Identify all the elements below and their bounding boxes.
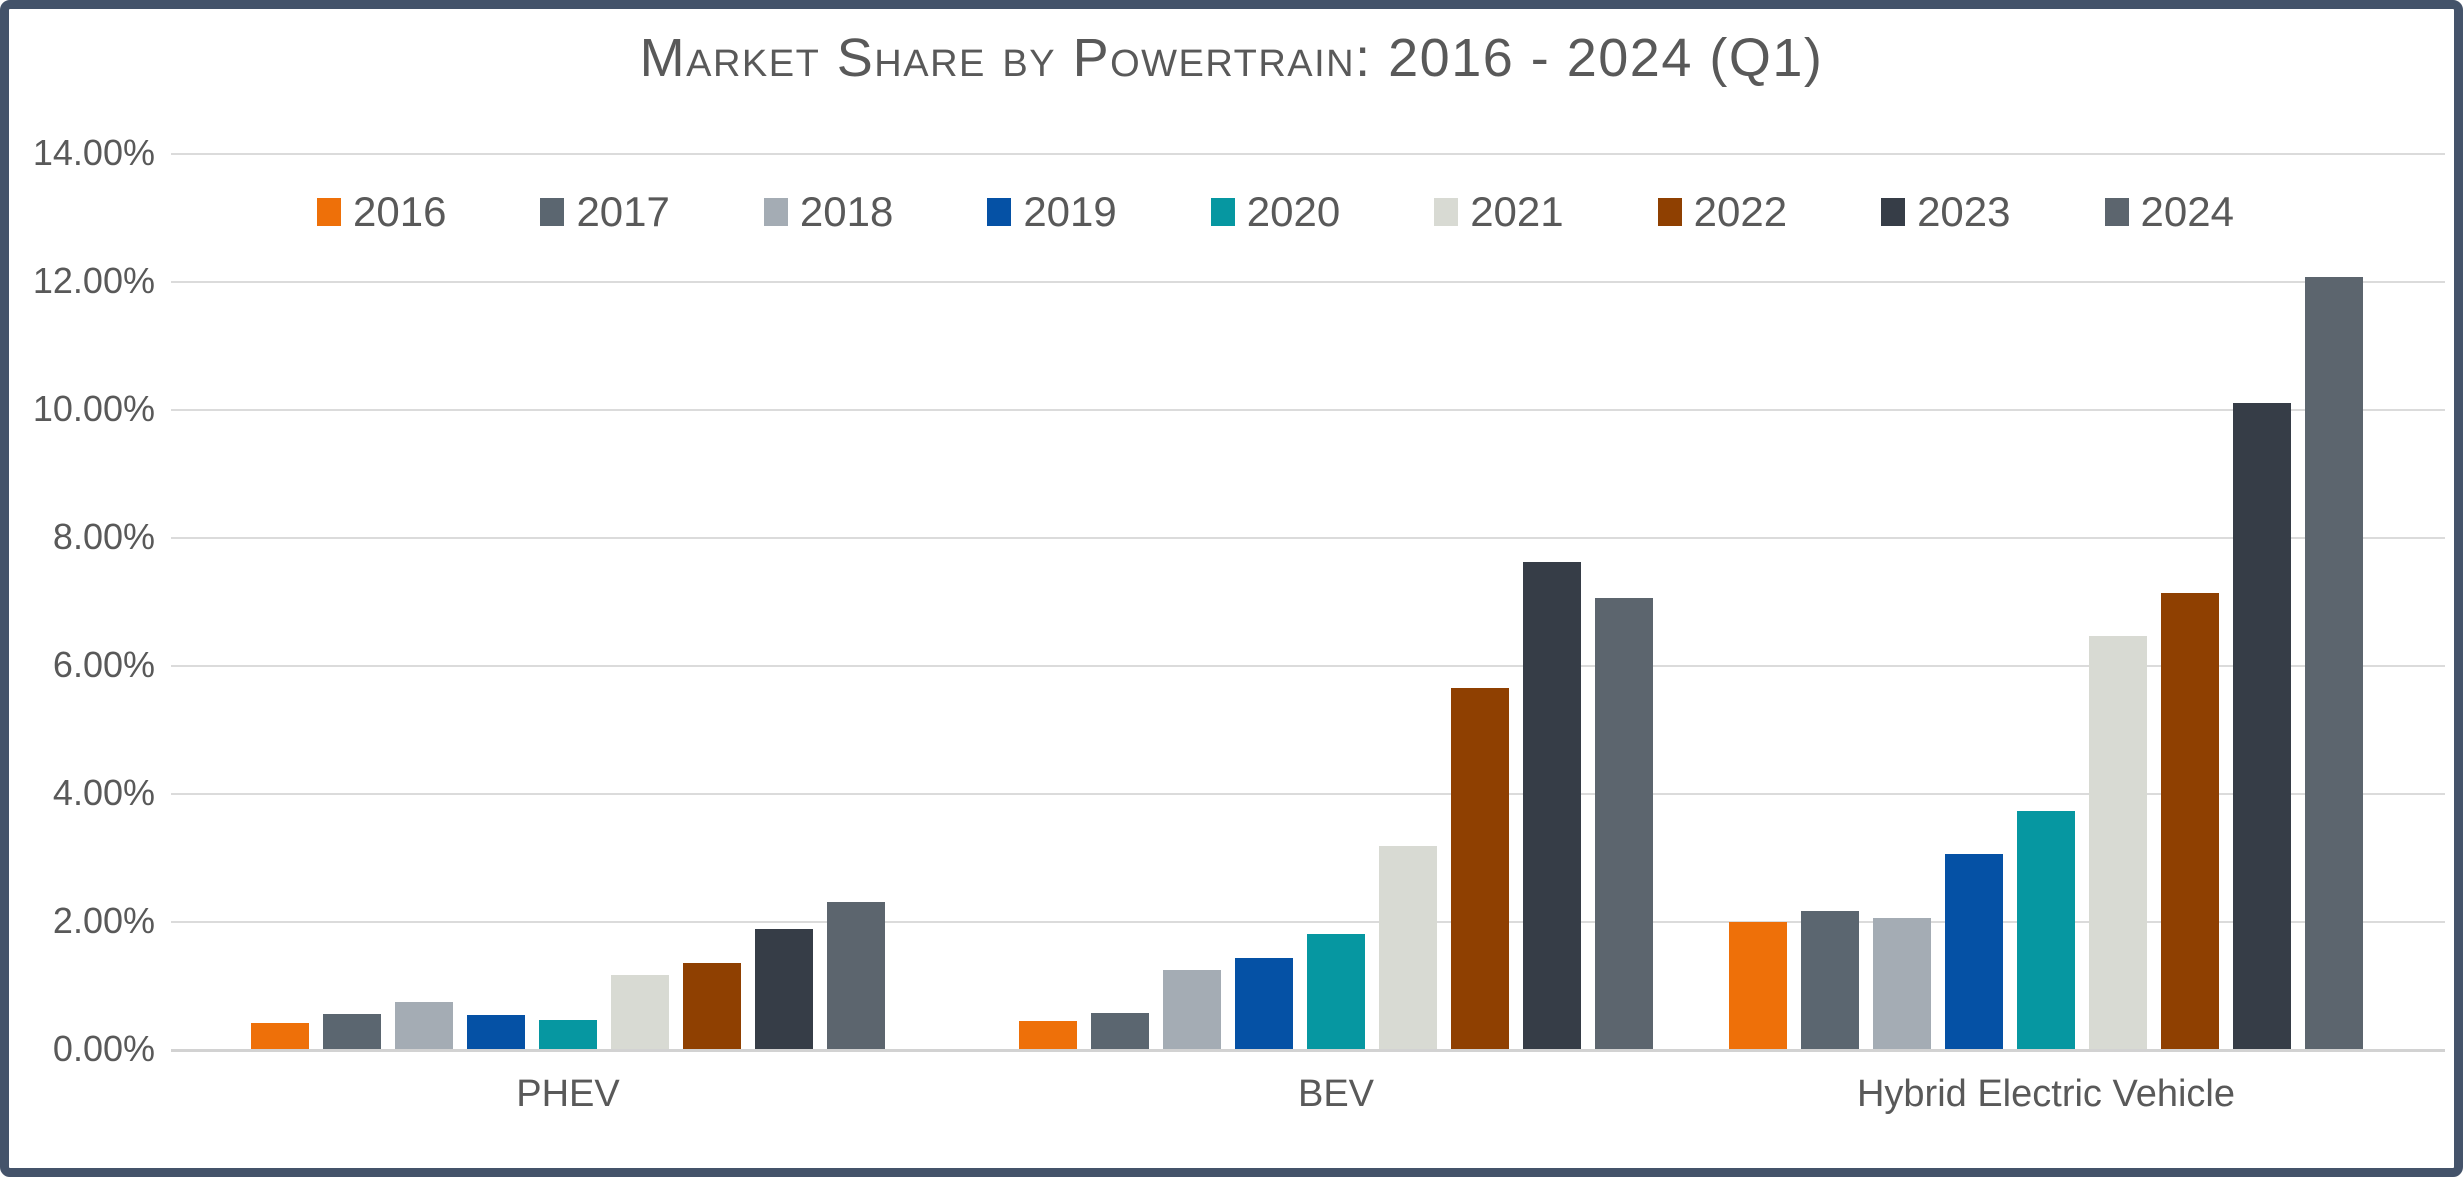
legend-label: 2021 — [1470, 188, 1564, 235]
x-axis-category-label: Hybrid Electric Vehicle — [1856, 1073, 2236, 1115]
legend-swatch-icon — [763, 198, 788, 226]
legend-swatch-icon — [540, 198, 565, 226]
legend-item-2020: 2020 — [1210, 188, 1341, 235]
gridline — [171, 921, 2445, 923]
legend-item-2022: 2022 — [1657, 188, 1788, 235]
plot-area: 14.00% 12.00% 10.00% 8.00% 6.00% 4.00% 2.00% 0.… — [33, 132, 2445, 1115]
bar-2022-phev — [683, 963, 741, 1049]
bar-2023-phev — [755, 929, 813, 1049]
legend-swatch-icon — [2104, 198, 2129, 226]
bar-2021-hybrid-electric-vehicle — [2089, 636, 2147, 1049]
y-axis-tick-label: 8.00% — [52, 516, 155, 557]
gridline — [171, 281, 2445, 283]
legend-item-2021: 2021 — [1434, 188, 1564, 235]
y-axis-tick-label: 4.00% — [52, 772, 155, 813]
bar-2023-bev — [1523, 562, 1581, 1049]
legend-label: 2017 — [576, 188, 670, 235]
bar-2019-hybrid-electric-vehicle — [1945, 854, 2003, 1049]
bar-2017-phev — [323, 1014, 381, 1049]
x-axis-baseline — [171, 1049, 2445, 1052]
gridline — [171, 409, 2445, 411]
legend-item-2017: 2017 — [540, 188, 670, 235]
gridline — [171, 537, 2445, 539]
gridline — [171, 665, 2445, 667]
legend-label: 2020 — [1246, 188, 1341, 235]
x-axis-category-label: PHEV — [516, 1073, 620, 1115]
y-axis-tick-label: 10.00% — [32, 388, 155, 429]
bar-2017-hybrid-electric-vehicle — [1801, 911, 1859, 1049]
bar-2018-phev — [395, 1002, 453, 1049]
bar-2024-bev — [1595, 598, 1653, 1049]
bar-2020-bev — [1307, 934, 1365, 1049]
legend-item-2019: 2019 — [987, 188, 1117, 235]
legend-item-2018: 2018 — [763, 188, 894, 235]
y-axis-tick-label: 2.00% — [52, 900, 155, 941]
bar-2018-hybrid-electric-vehicle — [1873, 918, 1931, 1049]
bar-2020-hybrid-electric-vehicle — [2017, 811, 2075, 1049]
legend-label: 2016 — [353, 188, 447, 235]
bar-2018-bev — [1163, 970, 1221, 1049]
legend-label: 2018 — [799, 188, 894, 235]
bar-group-phev — [251, 902, 885, 1049]
legend-item-2024: 2024 — [2104, 188, 2234, 235]
bar-2017-bev — [1091, 1013, 1149, 1049]
bar-2022-hybrid-electric-vehicle — [2161, 593, 2219, 1049]
bar-2024-phev — [827, 902, 885, 1049]
bar-2019-phev — [467, 1015, 525, 1049]
legend-swatch-icon — [317, 198, 341, 226]
legend-swatch-icon — [1657, 198, 1682, 226]
y-axis-tick-label: 14.00% — [32, 132, 155, 173]
legend-label: 2023 — [1917, 188, 2011, 235]
bar-2016-phev — [251, 1023, 309, 1049]
legend-swatch-icon — [1881, 198, 1906, 226]
bar-2016-hybrid-electric-vehicle — [1729, 922, 1787, 1049]
chart-legend: 2016 2017 2018 2019 2020 2021 2022 2023 2024 — [317, 191, 2234, 233]
chart-title: Market Share by Powertrain: 2016 - 2024 … — [639, 28, 1824, 88]
legend-item-2023: 2023 — [1881, 188, 2011, 235]
legend-label: 2024 — [2140, 188, 2234, 235]
bar-2022-bev — [1451, 688, 1509, 1049]
bar-2016-bev — [1019, 1021, 1077, 1049]
y-axis-tick-label: 12.00% — [32, 260, 155, 301]
legend-label: 2019 — [1023, 188, 1117, 235]
bar-2021-bev — [1379, 846, 1437, 1049]
x-axis-category-label: BEV — [1297, 1073, 1375, 1115]
gridline — [171, 153, 2445, 155]
legend-swatch-icon — [987, 198, 1012, 226]
bar-2024-hybrid-electric-vehicle — [2305, 277, 2363, 1049]
legend-swatch-icon — [1434, 198, 1459, 226]
bar-group-hybrid-electric-vehicle — [1729, 277, 2363, 1049]
legend-swatch-icon — [1210, 198, 1235, 226]
gridline — [171, 793, 2445, 795]
y-axis-tick-label: 0.00% — [52, 1028, 155, 1069]
bar-2020-phev — [539, 1020, 597, 1049]
bar-2023-hybrid-electric-vehicle — [2233, 403, 2291, 1049]
bar-2019-bev — [1235, 958, 1293, 1049]
y-axis-tick-label: 6.00% — [52, 644, 155, 685]
bar-group-bev — [1019, 562, 1653, 1049]
legend-label: 2022 — [1693, 188, 1788, 235]
legend-item-2016: 2016 — [317, 191, 446, 233]
bar-2021-phev — [611, 975, 669, 1049]
